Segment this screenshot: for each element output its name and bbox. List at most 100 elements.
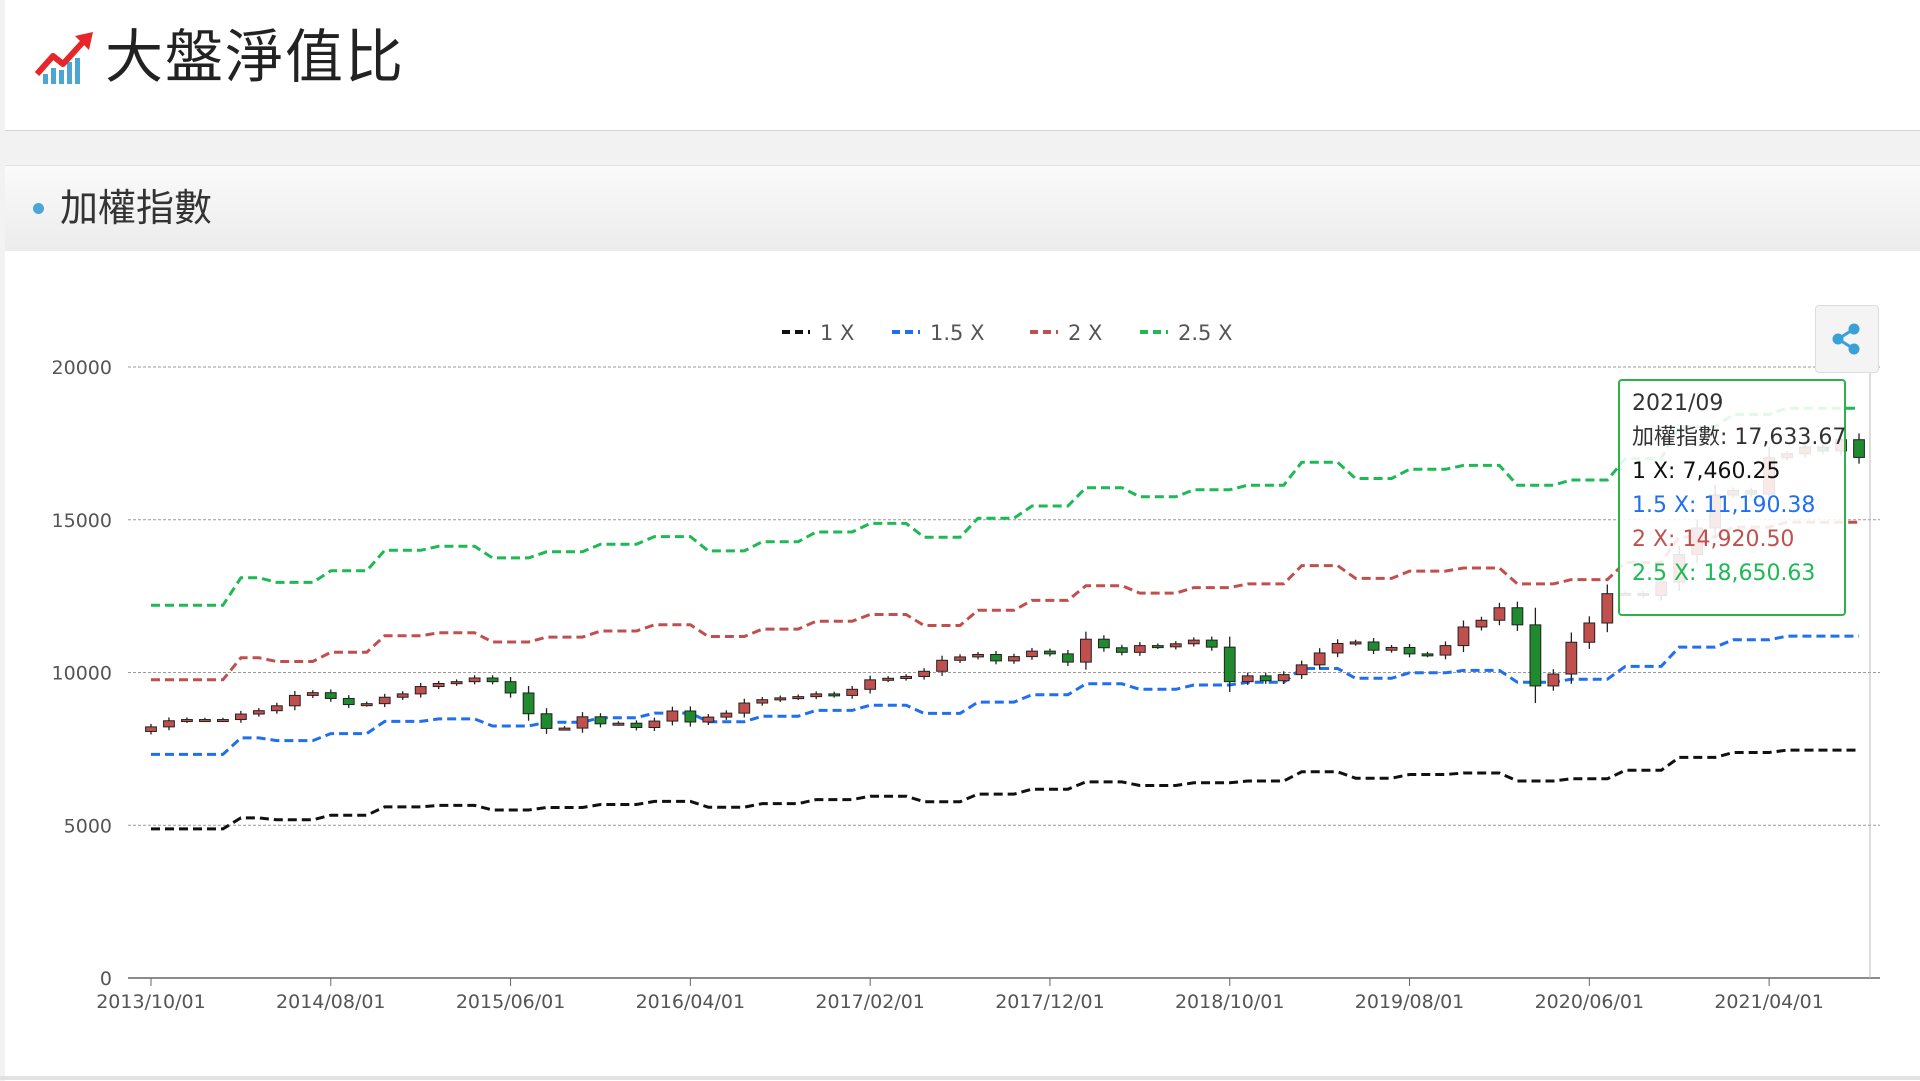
y-tick-label: 20000 (52, 357, 112, 379)
candle (1547, 669, 1560, 691)
tooltip-row: 1.5 X: 11,190.38 (1632, 493, 1816, 518)
candle-body (990, 653, 1002, 662)
candle-body (1439, 645, 1452, 656)
candle (432, 680, 445, 690)
series-line (151, 406, 1859, 607)
candle-body (1205, 639, 1218, 648)
candle-body (648, 720, 661, 728)
x-tick-label: 2015/06/01 (456, 991, 566, 1013)
candle (1151, 643, 1164, 649)
candle (1295, 660, 1308, 679)
footer-divider (0, 1076, 1920, 1080)
candle (1331, 639, 1344, 658)
candle (846, 685, 859, 699)
candle-body (163, 720, 175, 728)
candle (630, 720, 643, 731)
candle (181, 717, 193, 723)
candle-body (1331, 642, 1344, 654)
candle (1205, 636, 1218, 651)
y-tick-label: 15000 (52, 510, 112, 532)
candle (468, 675, 481, 685)
series-line (151, 634, 1859, 756)
x-tick-label: 2019/08/01 (1355, 991, 1465, 1013)
candle-body (828, 693, 841, 697)
candle-body (972, 653, 984, 658)
x-tick-label: 2013/10/01 (96, 991, 206, 1013)
candle (342, 695, 355, 708)
candle-body (1403, 646, 1416, 655)
candle (1062, 649, 1074, 667)
candle (163, 717, 175, 731)
candle-body (684, 710, 697, 723)
bullet-dot-icon (33, 203, 44, 214)
candle-body (1367, 641, 1380, 651)
candle-body (774, 697, 787, 701)
candle-body (450, 681, 463, 685)
candle (1583, 616, 1596, 649)
candle-body (1511, 607, 1524, 626)
candle-body (1601, 593, 1614, 624)
x-tick-label: 2017/02/01 (815, 991, 925, 1013)
candle-body (1421, 653, 1434, 657)
candle-body (900, 675, 913, 679)
candle (1421, 651, 1434, 658)
candle-body (1349, 641, 1362, 645)
candle-body (630, 722, 643, 728)
section-header: 加權指數 (5, 166, 1920, 251)
candle-body (432, 682, 445, 688)
title-panel: 大盤淨值比 (5, 0, 1920, 131)
candle-body (1475, 619, 1488, 628)
candle-body (181, 719, 193, 723)
candle-body (1529, 624, 1542, 687)
candle-body (1493, 607, 1506, 621)
chart-tooltip: 2021/09 加權指數: 17,633.67 1 X: 7,460.25 1.5 … (1618, 379, 1846, 616)
candle (720, 710, 733, 720)
candle-body (504, 681, 517, 694)
candle (1080, 631, 1092, 670)
x-tick-label: 2016/04/01 (636, 991, 746, 1013)
x-tick-label: 2020/06/01 (1535, 991, 1645, 1013)
candle-body (1295, 664, 1308, 676)
candle (1313, 648, 1326, 670)
share-icon (1832, 323, 1860, 355)
share-button[interactable] (1815, 305, 1879, 373)
candle (1439, 641, 1452, 660)
y-axis-labels: 0 5000 10000 15000 20000 (52, 357, 112, 990)
candle (1133, 642, 1146, 656)
candle (396, 691, 409, 700)
candle (990, 651, 1002, 665)
candle (252, 708, 265, 717)
tooltip-date: 2021/09 (1632, 391, 1724, 416)
candle (576, 712, 589, 733)
legend-label: 2 X (1068, 321, 1102, 345)
candle (1241, 672, 1254, 685)
candle-body (1277, 674, 1290, 682)
candle (702, 714, 715, 726)
candle (217, 717, 229, 723)
candle (1115, 644, 1128, 656)
candle-body (1044, 650, 1056, 655)
candle (1349, 639, 1362, 646)
candle-body (540, 713, 553, 729)
candle (324, 689, 337, 702)
candle-body (1026, 650, 1038, 658)
candle-body (846, 688, 859, 696)
candle (972, 652, 984, 660)
candle-body (199, 719, 211, 723)
candle (594, 713, 607, 728)
candle (1367, 638, 1380, 655)
candle-body (738, 702, 751, 714)
candle-body (1008, 656, 1020, 662)
candle-body (396, 693, 409, 698)
candle-body (378, 696, 391, 705)
candle-body (666, 710, 679, 722)
page-title: 大盤淨值比 (105, 23, 406, 91)
candle-body (1259, 675, 1272, 682)
candle (1403, 644, 1416, 658)
candle-body (1151, 645, 1164, 649)
chart-grid (128, 366, 1880, 979)
y-tick-label: 0 (100, 968, 112, 990)
tooltip-row: 1 X: 7,460.25 (1632, 459, 1781, 484)
candle-body (1565, 641, 1578, 675)
candle-body (342, 697, 355, 706)
